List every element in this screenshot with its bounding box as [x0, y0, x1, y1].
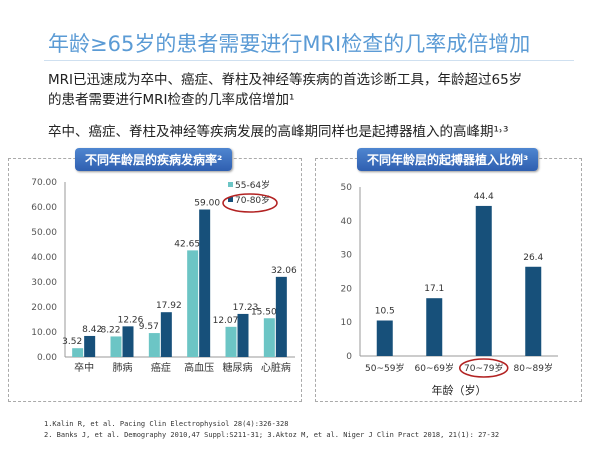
y-tick-label: 40.00 — [31, 253, 57, 263]
y-tick-label: 60.00 — [31, 203, 57, 213]
paragraph-2: 卒中、癌症、脊柱及神经等疾病发展的高峰期同样也是起搏器植入的高峰期¹˒³ — [48, 124, 509, 140]
bar — [376, 320, 393, 356]
bar-70-80岁 — [160, 312, 172, 357]
highlight-circle — [222, 193, 278, 213]
bar-55-64岁 — [148, 333, 160, 357]
value-label: 12.07 — [213, 316, 239, 326]
y-tick-label: 50 — [341, 183, 353, 193]
value-label: 32.06 — [271, 266, 297, 276]
value-label: 8.42 — [82, 325, 102, 335]
x-tick-label: 70~79岁 — [464, 362, 503, 374]
value-label: 9.57 — [139, 322, 159, 332]
bar-70-80岁 — [275, 276, 287, 357]
title-divider — [44, 60, 574, 61]
bar — [475, 205, 492, 356]
y-tick-label: 50.00 — [31, 228, 57, 238]
x-axis-title: 年龄（岁） — [432, 383, 487, 397]
bar-70-80岁 — [237, 313, 249, 357]
y-tick-label: 70.00 — [31, 178, 57, 188]
value-label: 42.65 — [174, 239, 200, 249]
value-label: 59.00 — [194, 199, 220, 209]
right-chart-title: 不同年龄层的起搏器植入比例³ — [357, 148, 539, 171]
value-label: 8.22 — [100, 325, 120, 335]
page-title: 年龄≥65岁的患者需要进行MRI检查的几率成倍增加 — [48, 32, 531, 56]
value-label: 17.1 — [424, 284, 444, 294]
x-tick-label: 80~89岁 — [514, 362, 553, 374]
highlight-circle — [459, 358, 509, 378]
paragraph-1-line-2: 的患者需要进行MRI检查的几率成倍增加¹ — [48, 92, 295, 108]
x-tick-label: 肺病 — [113, 361, 133, 374]
value-label: 17.92 — [156, 301, 182, 311]
y-tick-label: 30 — [341, 251, 353, 261]
bar-55-64岁 — [110, 336, 122, 357]
bar-55-64岁 — [72, 348, 84, 357]
value-label: 10.5 — [375, 307, 395, 317]
bar — [426, 298, 443, 356]
x-tick-label: 糖尿病 — [223, 361, 253, 374]
bar-70-80岁 — [199, 209, 211, 357]
value-label: 12.26 — [118, 315, 144, 325]
value-label: 44.4 — [474, 192, 494, 202]
y-tick-label: 10 — [341, 318, 353, 328]
bar-70-80岁 — [84, 335, 96, 357]
y-tick-label: 0 — [346, 352, 352, 362]
x-tick-label: 卒中 — [74, 361, 94, 374]
bar — [525, 266, 542, 356]
bar-55-64岁 — [263, 318, 275, 357]
x-tick-label: 50~59岁 — [365, 362, 404, 374]
paragraph-1-line-1: MRI已迅速成为卒中、癌症、脊柱及神经等疾病的首选诊断工具，年龄超过65岁 — [48, 72, 523, 88]
y-tick-label: 20.00 — [31, 303, 57, 313]
y-tick-label: 0.00 — [37, 353, 57, 363]
y-tick-label: 30.00 — [31, 278, 57, 288]
bar-70-80岁 — [122, 326, 134, 357]
y-tick-label: 40 — [341, 217, 353, 227]
value-label: 17.23 — [233, 303, 259, 313]
legend-swatch — [228, 197, 233, 202]
value-label: 26.4 — [523, 253, 543, 263]
value-label: 3.52 — [62, 337, 82, 347]
bar-55-64岁 — [225, 326, 237, 357]
left-chart-title: 不同年龄层的疾病发病率² — [75, 148, 233, 171]
legend-label: 55-64岁 — [235, 179, 270, 191]
bar-55-64岁 — [187, 250, 199, 357]
reference-2: 2. Banks J, et al. Demography 2010,47 Su… — [44, 431, 500, 439]
value-label: 15.50 — [251, 307, 277, 317]
reference-1: 1.Kalin R, et al. Pacing Clin Electrophy… — [44, 420, 289, 428]
legend-swatch — [228, 182, 233, 187]
x-tick-label: 60~69岁 — [415, 362, 454, 374]
legend-label: 70-80岁 — [235, 194, 270, 206]
y-tick-label: 10.00 — [31, 328, 57, 338]
x-tick-label: 高血压 — [184, 361, 214, 374]
x-tick-label: 心脏病 — [261, 361, 291, 374]
x-tick-label: 癌症 — [151, 361, 171, 374]
y-tick-label: 20 — [341, 284, 353, 294]
